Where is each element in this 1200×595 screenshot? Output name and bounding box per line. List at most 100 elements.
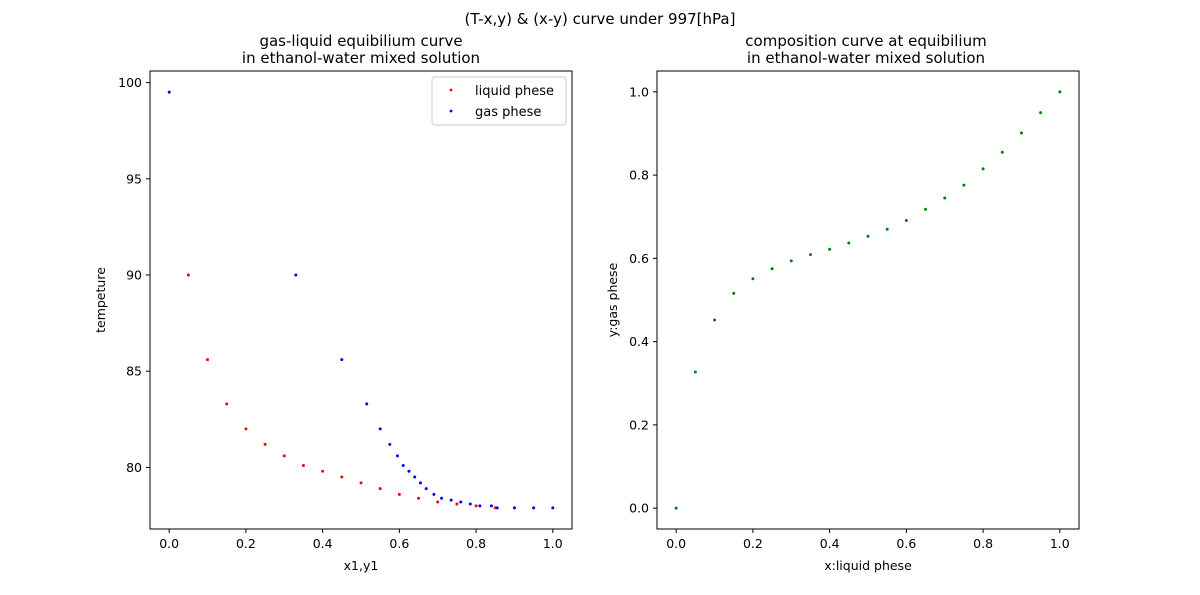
right-chart-series0-point [981,167,985,171]
right-chart-series0-point [751,277,755,281]
left-chart-series0-point [206,358,210,362]
right-chart-x-tick-label: 1.0 [1050,536,1070,551]
left-chart-series1-point [424,487,428,491]
left-chart-series1-point [294,273,298,277]
left-chart-series0-point [397,492,401,496]
right-chart-series0-point [904,218,908,222]
left-chart-series1-point [167,90,171,94]
right-chart: composition curve at equibilium in ethan… [605,32,1080,573]
right-chart-marks [674,90,1062,510]
left-chart-series1-point [365,402,369,406]
left-chart-series1-point [478,504,482,508]
right-chart-title-line1: composition curve at equibilium [745,32,986,50]
left-chart-series1-point [459,500,463,504]
right-chart-x-tick-label: 0.4 [820,536,840,551]
left-chart-series1-point [413,475,417,479]
left-chart-legend: liquid phese gas phese [431,76,567,126]
right-chart-series0-point [808,253,812,257]
right-chart-series0-point [1019,131,1023,135]
left-chart-y-tick-label: 85 [126,364,142,379]
left-chart-series1-point [395,454,399,458]
left-chart-series0-point [244,427,248,431]
right-chart-series0-point [828,247,832,251]
right-chart-series0-point [962,183,966,187]
left-chart-series0-point [378,487,382,491]
right-chart-x-axis-label: x:liquid phese [824,558,912,573]
left-chart-series1-point [378,427,382,431]
left-chart-x-axis-label: x1,y1 [344,558,379,573]
right-chart-series0-point [885,227,889,231]
right-chart-ticks: 0.0 0.2 0.4 0.6 0.8 1.0 0.0 0.2 0.4 0.6 0.8 1.0 [629,84,1070,551]
left-chart-series0-point [474,504,478,508]
left-chart: gas-liquid equibilium curve in ethanol-w… [93,32,573,573]
right-chart-y-tick-label: 0.4 [629,334,649,349]
left-chart-series1-point [551,506,555,510]
figure-suptitle: (T-x,y) & (x-y) curve under 997[hPa] [465,10,736,28]
left-chart-series0-point [436,500,440,504]
right-chart-frame [656,70,1080,530]
left-chart-series0-point [359,481,363,485]
left-chart-series1-point [418,481,422,485]
left-chart-x-tick-label: 1.0 [543,536,563,551]
left-chart-series1-point [401,464,405,467]
left-chart-series1-point [449,498,453,502]
right-chart-y-tick-label: 0.8 [629,168,649,183]
left-chart-y-tick-label: 95 [126,171,142,186]
right-chart-series0-point [943,196,947,200]
left-chart-x-tick-label: 0.6 [389,536,409,551]
left-chart-series1-point [388,442,392,446]
right-chart-x-tick-label: 0.2 [743,536,763,551]
right-chart-series0-point [713,318,717,322]
right-chart-x-tick-label: 0.0 [666,536,686,551]
left-chart-series1-point [489,504,493,508]
right-chart-y-tick-label: 0.0 [629,501,649,516]
right-chart-series0-point [924,207,928,211]
right-chart-series0-point [693,370,697,374]
legend-marker-liquid-phese [449,88,453,92]
right-chart-series0-point [866,234,870,238]
right-chart-x-tick-label: 0.6 [896,536,916,551]
left-chart-series0-point [340,475,344,479]
left-chart-y-tick-label: 100 [118,75,142,90]
left-chart-series0-point [417,496,421,500]
left-chart-title-line2: in ethanol-water mixed solution [242,49,480,67]
left-chart-y-tick-label: 90 [126,267,142,282]
left-chart-series1-point [432,492,436,496]
left-chart-title-line1: gas-liquid equibilium curve [259,32,462,50]
right-chart-series0-point [847,241,851,245]
right-chart-series0-point [732,291,736,295]
right-chart-series0-point [789,259,793,263]
left-chart-series1-point [340,358,344,362]
left-chart-series0-point [282,454,286,458]
left-chart-marks [167,90,555,510]
right-chart-series0-point [1058,90,1062,94]
left-chart-series0-point [263,442,267,446]
legend-frame [431,76,567,126]
right-chart-title-line2: in ethanol-water mixed solution [747,49,985,67]
left-chart-x-tick-label: 0.8 [466,536,486,551]
left-chart-y-axis-label: tempeture [93,267,108,333]
left-chart-x-tick-label: 0.2 [236,536,256,551]
right-chart-y-tick-label: 0.2 [629,417,649,432]
left-chart-series1-point [407,469,411,473]
right-chart-x-tick-label: 0.8 [973,536,993,551]
left-chart-x-tick-label: 0.0 [159,536,179,551]
left-chart-series0-point [455,502,459,506]
legend-marker-gas-phese [449,109,453,113]
right-chart-series0-point [1039,111,1043,115]
left-chart-series0-point [301,464,305,467]
right-chart-y-tick-label: 1.0 [629,84,649,99]
left-chart-series1-point [495,506,499,510]
right-chart-series0-point [770,267,774,271]
left-chart-y-tick-label: 80 [126,460,142,475]
left-chart-series1-point [440,496,444,500]
left-chart-series1-point [512,506,516,510]
left-chart-ticks: 0.0 0.2 0.4 0.6 0.8 1.0 80 85 90 95 100 [118,75,563,551]
legend-label-gas-phese: gas phese [475,105,541,120]
left-chart-x-tick-label: 0.4 [313,536,333,551]
right-chart-y-tick-label: 0.6 [629,251,649,266]
left-chart-frame [149,70,573,530]
right-chart-series0-point [674,506,678,510]
right-chart-y-axis-label: y:gas phese [605,262,620,337]
